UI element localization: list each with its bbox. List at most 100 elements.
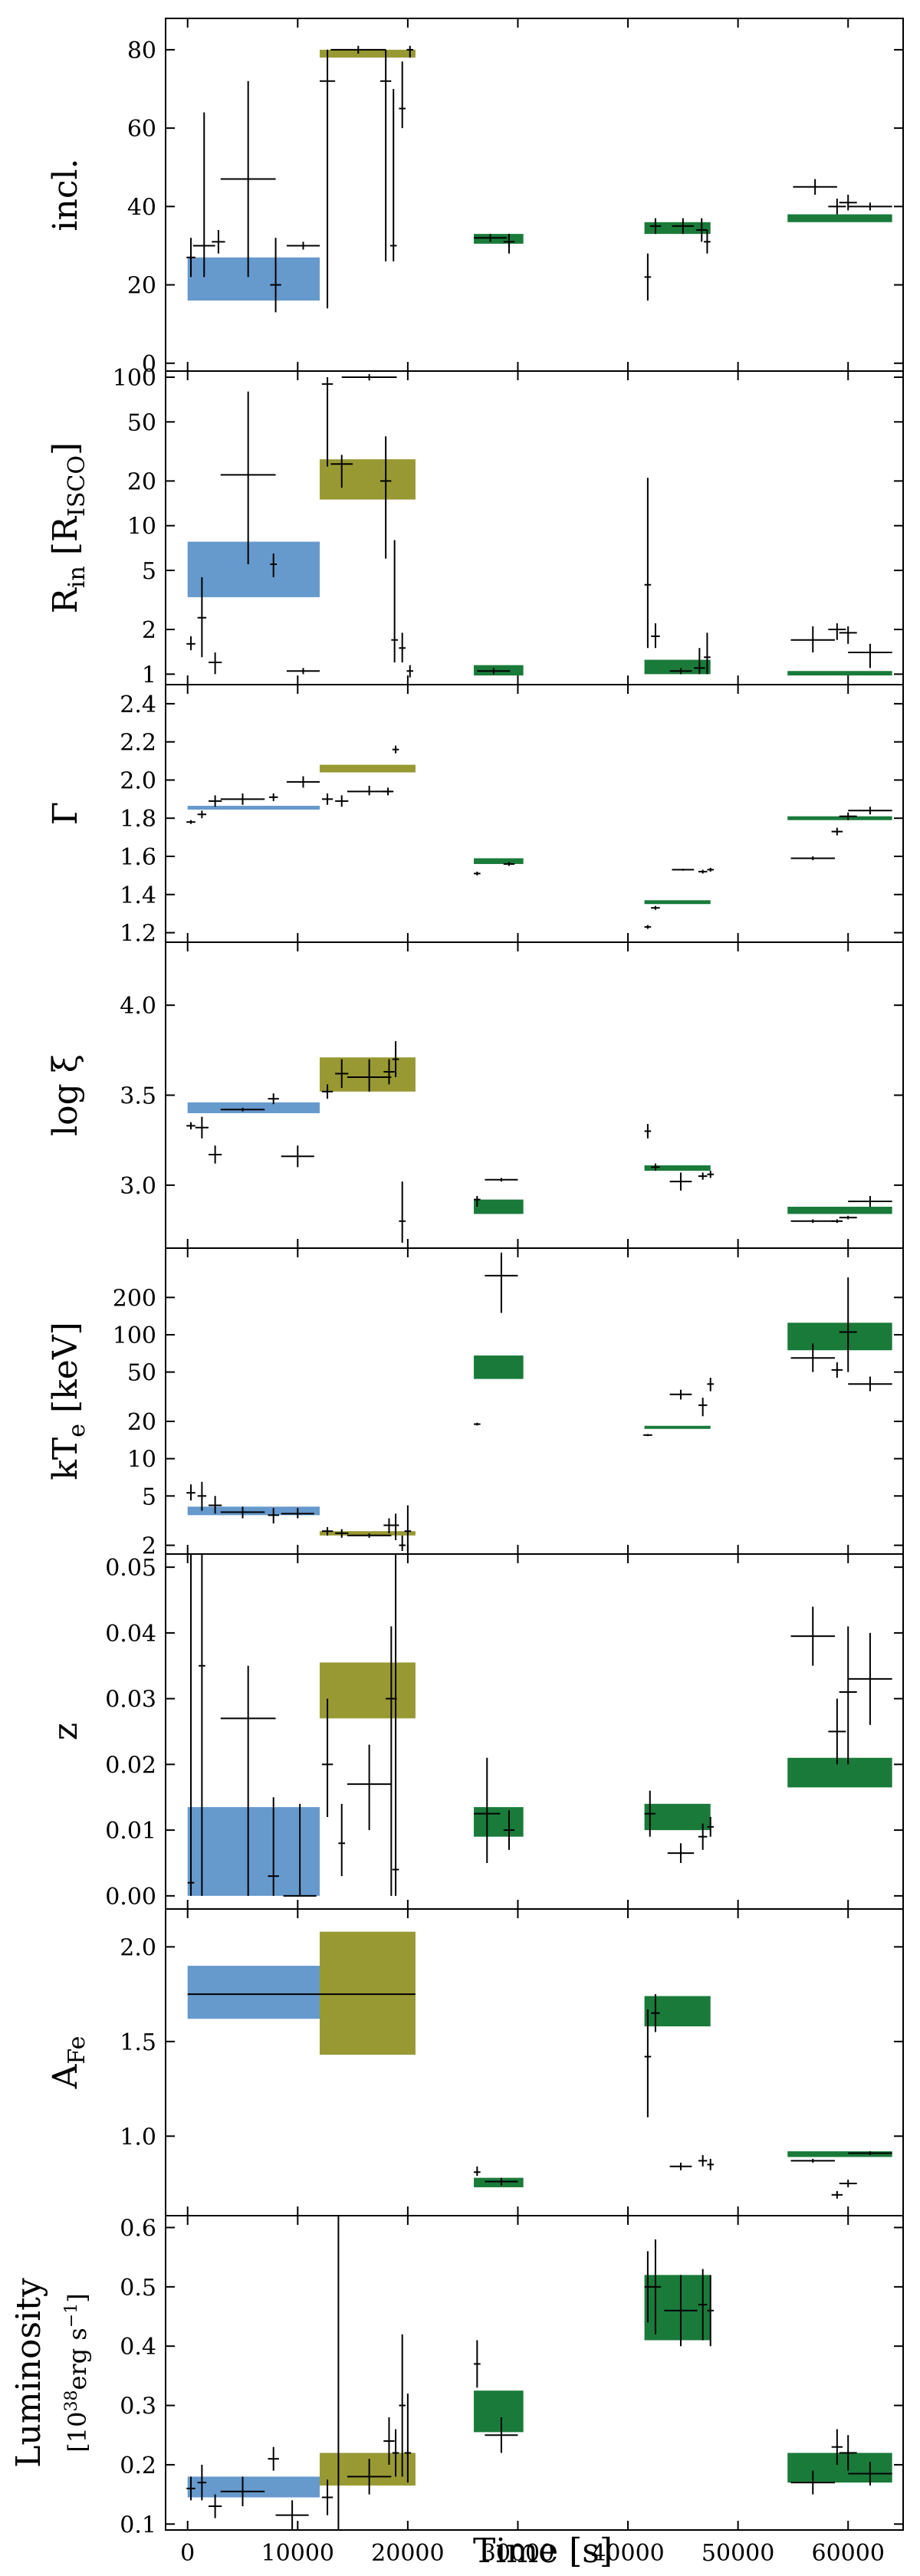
- point-incl-16: [672, 218, 695, 235]
- ytick-label-z-1: 0.01: [105, 1818, 156, 1845]
- ytick-label-lum-3: 0.4: [120, 2334, 156, 2361]
- point-gamma-10: [392, 745, 399, 754]
- box-afe-4: [787, 2151, 892, 2157]
- point-logxi-17: [698, 1172, 708, 1180]
- point-gamma-7: [335, 795, 349, 807]
- point-kte-21: [839, 1277, 857, 1372]
- point-afe-7: [698, 2154, 708, 2167]
- point-incl-1: [192, 112, 215, 278]
- point-gamma-5: [286, 776, 320, 788]
- point-rin-18: [704, 632, 711, 675]
- point-lum-19: [707, 2275, 715, 2347]
- point-kte-8: [347, 1533, 392, 1538]
- point-incl-4: [270, 238, 281, 313]
- box-kte-1: [320, 1531, 416, 1536]
- point-lum-9: [383, 2417, 395, 2465]
- point-incl-2: [212, 230, 225, 254]
- point-lum-22: [839, 2435, 857, 2471]
- point-lum-4: [268, 2446, 279, 2471]
- box-rin-3: [644, 659, 711, 675]
- box-lum-2: [474, 2390, 524, 2433]
- point-z-2: [220, 1665, 276, 1896]
- point-lum-23: [848, 2462, 892, 2486]
- point-rin-5: [286, 668, 320, 675]
- ytick-label-incl-2: 40: [127, 194, 156, 221]
- point-kte-18: [707, 1378, 715, 1392]
- point-logxi-9: [383, 1059, 395, 1085]
- box-gamma-1: [320, 764, 416, 773]
- ytick-label-rin-0: 1: [142, 662, 156, 688]
- point-afe-12: [848, 2151, 892, 2155]
- point-incl-20: [828, 199, 846, 215]
- point-lum-2: [208, 2494, 222, 2518]
- point-z-16: [790, 1606, 835, 1666]
- point-gamma-13: [644, 925, 652, 929]
- ytick-label-afe-1: 1.5: [120, 2029, 156, 2056]
- ylabel-gamma-main: Γ: [46, 802, 85, 826]
- point-lum-21: [831, 2429, 843, 2465]
- box-rin-0: [187, 541, 320, 597]
- point-kte-17: [698, 1398, 708, 1417]
- point-incl-3: [220, 80, 276, 278]
- box-incl-1: [320, 49, 416, 58]
- point-lum-14: [485, 2417, 518, 2453]
- point-logxi-15: [651, 1163, 660, 1171]
- point-incl-12: [474, 234, 508, 242]
- box-lum-1: [320, 2453, 416, 2486]
- box-afe-0: [187, 1966, 320, 2019]
- point-gamma-11: [474, 871, 481, 876]
- point-rin-17: [694, 648, 705, 675]
- point-kte-0: [186, 1484, 196, 1501]
- point-z-3: [268, 1797, 279, 1896]
- point-logxi-18: [707, 1171, 715, 1178]
- point-logxi-0: [186, 1122, 196, 1130]
- ylabel-kte: kTe [keV]: [46, 1322, 90, 1480]
- ytick-label-rin-5: 50: [127, 409, 156, 436]
- ytick-label-rin-3: 10: [127, 514, 156, 540]
- panel-gamma-content: [186, 745, 892, 929]
- point-gamma-18: [790, 856, 835, 860]
- point-kte-3: [220, 1506, 265, 1519]
- box-z-1: [320, 1662, 416, 1719]
- point-lum-13: [474, 2340, 481, 2388]
- point-logxi-6: [321, 1084, 334, 1099]
- point-kte-4: [268, 1507, 279, 1524]
- ytick-label-afe-0: 1.0: [120, 2124, 156, 2150]
- ytick-label-z-4: 0.04: [105, 1621, 156, 1648]
- point-rin-6: [321, 377, 334, 467]
- ytick-label-z-5: 0.05: [105, 1555, 156, 1582]
- panel-z-content: [187, 1554, 892, 1897]
- ylabel-afe: AFe: [46, 2036, 90, 2090]
- point-kte-7: [335, 1529, 349, 1538]
- point-lum-1: [197, 2464, 207, 2501]
- ylabel-rin: Rin [RISCO]: [46, 442, 90, 613]
- point-rin-9: [380, 436, 392, 559]
- ylabel-units-end: ]: [63, 2293, 92, 2302]
- point-rin-8: [341, 373, 397, 381]
- panel-z: 0.00 0.01 0.02 0.03 0.04 0.05 z: [46, 1553, 904, 1911]
- box-lum-0: [187, 2476, 320, 2498]
- point-logxi-16: [669, 1172, 692, 1191]
- ytick-label-kte-1: 5: [142, 1484, 156, 1510]
- point-rin-19: [790, 626, 835, 653]
- point-lum-18: [698, 2269, 708, 2341]
- box-afe-1: [320, 1931, 416, 2055]
- point-kte-14: [485, 1252, 518, 1313]
- ytick-label-kte-5: 100: [113, 1322, 156, 1349]
- box-logxi-3: [644, 1165, 711, 1171]
- ylabel-rin-suffix: [R: [46, 515, 85, 566]
- ylabel-lum: Luminosity: [9, 2278, 48, 2468]
- ytick-label-gamma-2: 1.6: [120, 844, 156, 871]
- ylabel-kte-suffix: [keV]: [46, 1322, 85, 1424]
- panel-kte-content: [186, 1252, 892, 1551]
- point-incl-7: [330, 45, 386, 54]
- point-gamma-4: [268, 793, 278, 801]
- point-gamma-9: [382, 787, 394, 796]
- box-z-0: [187, 1807, 320, 1896]
- xtick-label-6: 60000: [811, 2540, 884, 2567]
- xtick-label-1: 10000: [261, 2540, 334, 2567]
- point-incl-13: [503, 234, 515, 254]
- point-incl-11: [406, 45, 414, 58]
